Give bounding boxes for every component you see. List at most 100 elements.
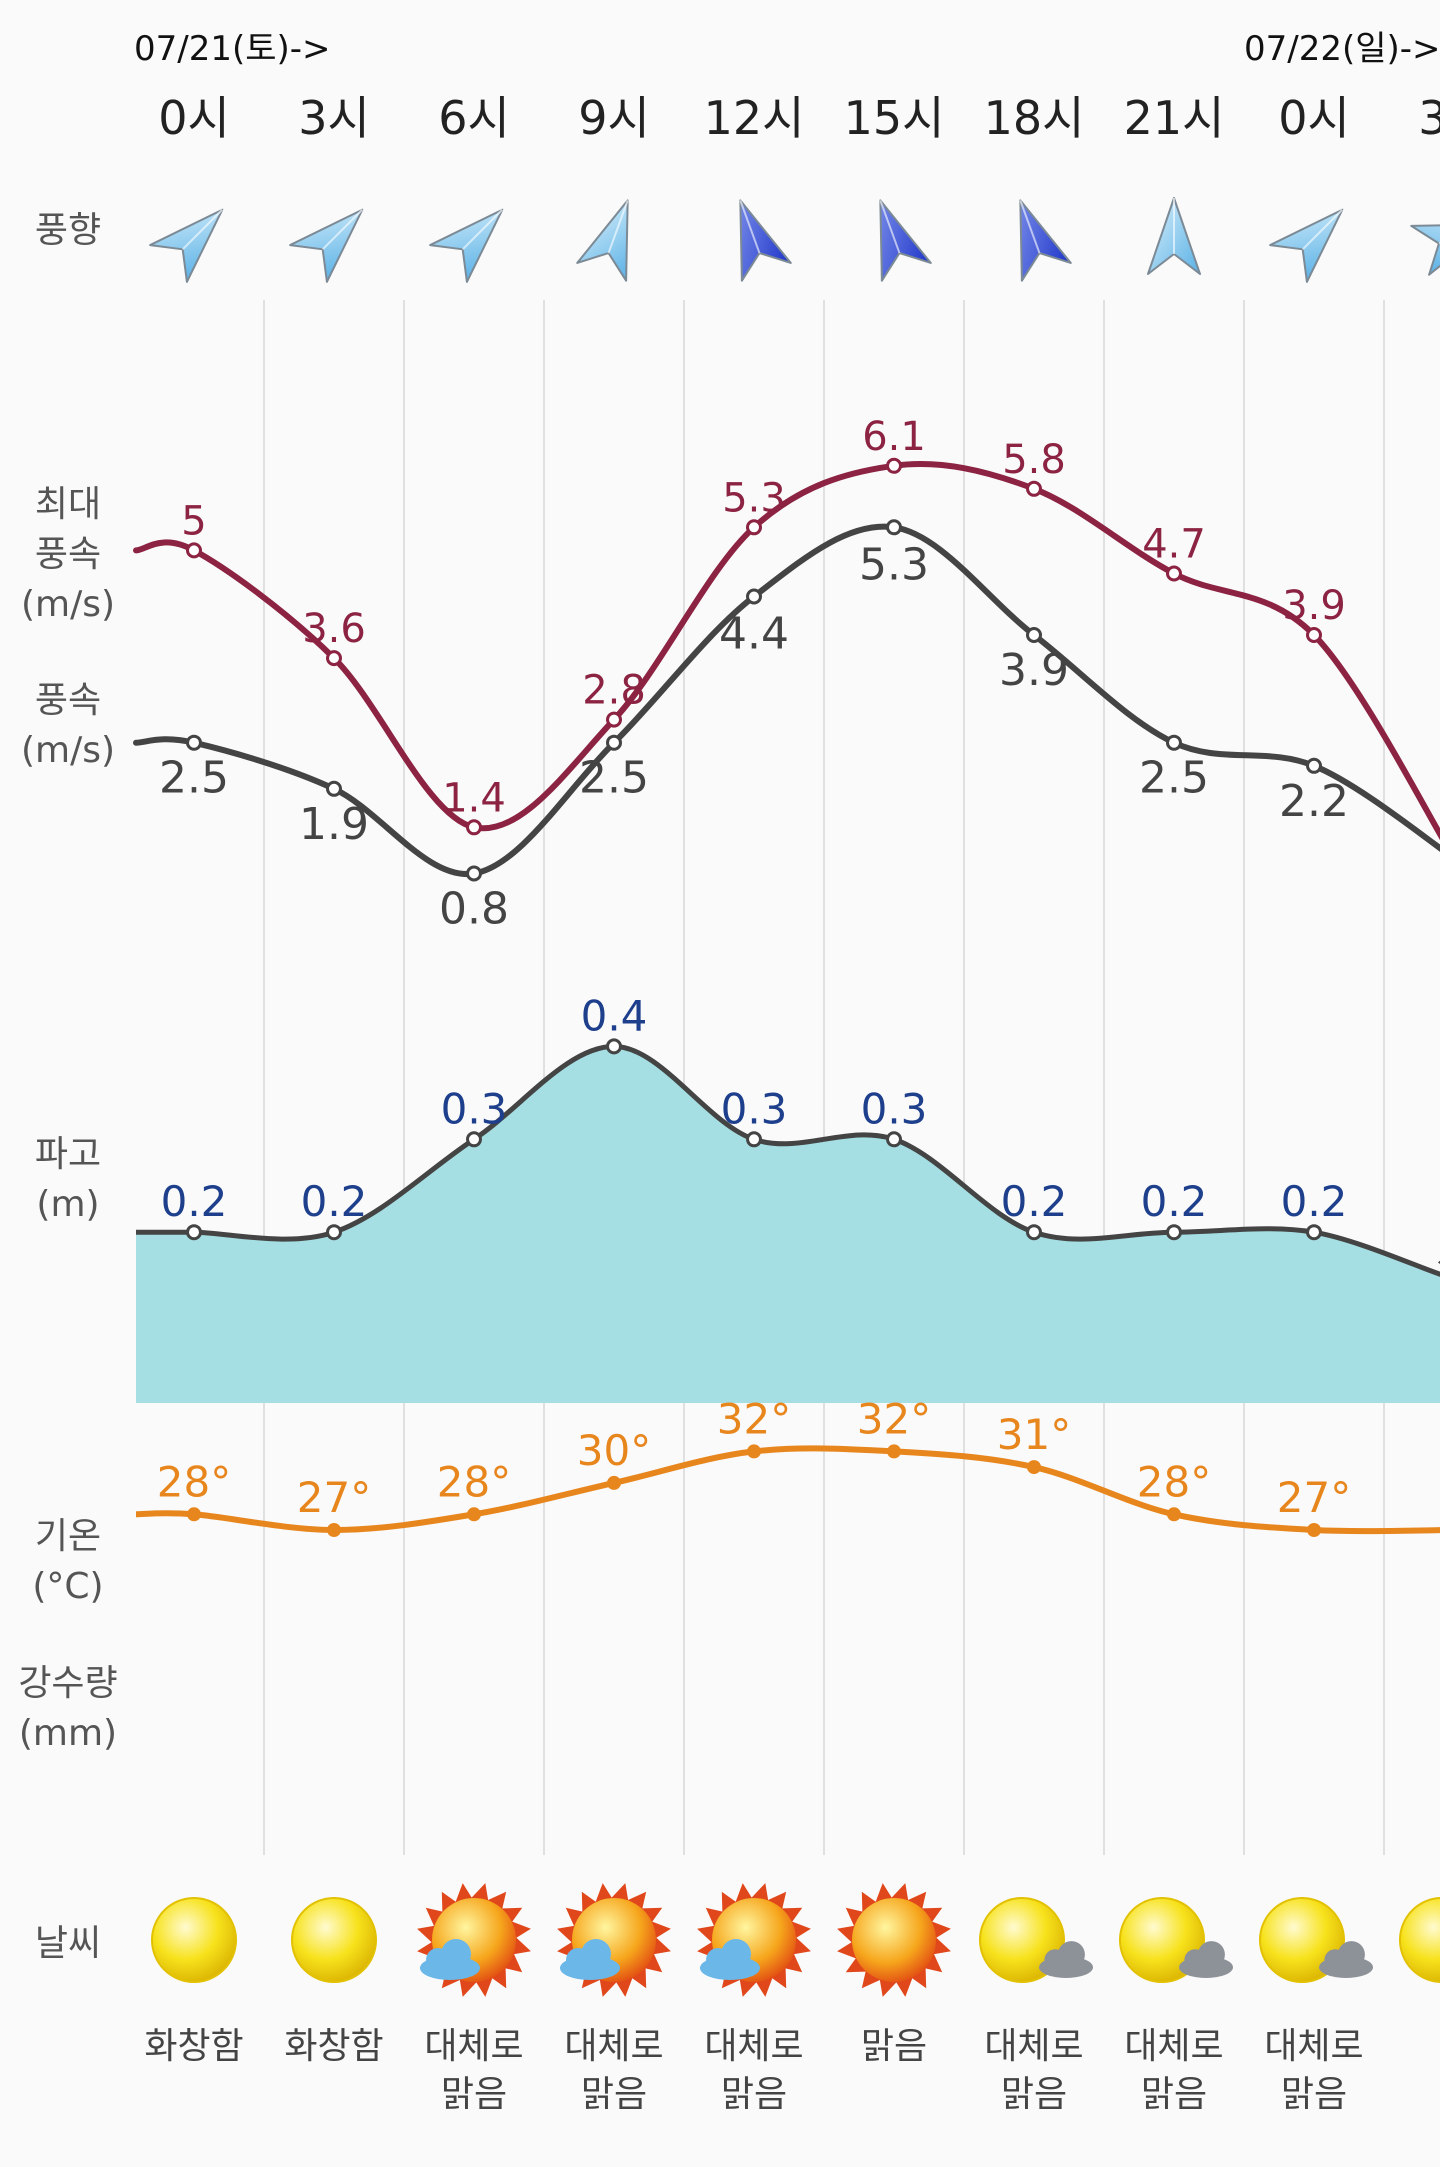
wave-value-label: 0.4 [581, 991, 648, 1040]
gust-points: 5 3.6 1.4 2.8 5.3 6.1 5.8 4.7 3.9 [181, 414, 1346, 836]
row-label-gust: 풍속 [35, 534, 101, 575]
wind-value-label: 5.3 [859, 539, 929, 590]
gust-point [886, 457, 902, 474]
wind-value-label: 1.9 [299, 799, 369, 850]
wind-arrow-icon [429, 208, 504, 283]
wind-value-label: 2.5 [1139, 753, 1209, 804]
moon-cloud-icon [1119, 1897, 1233, 1983]
row-label-wind-direction: 풍향 [35, 210, 101, 251]
weather-text: 화창함 [144, 2026, 243, 2067]
weather-text: 맑음 [1281, 2074, 1347, 2115]
temp-value-label: 28° [1137, 1457, 1211, 1506]
gust-value-label: 3.6 [302, 606, 366, 652]
hour-label: 9시 [578, 91, 650, 145]
moon-cloud-icon [1259, 1897, 1373, 1983]
hour-label: 21시 [1124, 91, 1225, 145]
row-label-gust: 최대 [35, 484, 101, 525]
wave-point [606, 1038, 622, 1055]
temp-points: 28° 27° 28° 30° 32° 32° 31° 28° 27° [157, 1394, 1351, 1537]
temp-point [1027, 1460, 1041, 1475]
temp-point [327, 1523, 341, 1537]
hour-label: 3시 [1418, 91, 1440, 145]
wind-value-label: 0.8 [439, 884, 509, 935]
wave-value-label: 0.2 [161, 1177, 228, 1226]
weather-text: 대체로 [704, 2026, 803, 2067]
date-header: 07/22(일)-> [1244, 29, 1440, 69]
row-label-wave: 파고 [35, 1134, 101, 1175]
hour-label: 0시 [158, 91, 230, 145]
wind-point [186, 734, 202, 751]
wave-value-label: 0.3 [861, 1084, 928, 1133]
moon-cloud-icon [979, 1897, 1093, 1983]
hour-label: 3시 [298, 91, 370, 145]
wave-value-label: 0.3 [441, 1084, 508, 1133]
gust-point [1166, 565, 1182, 582]
gust-point [606, 711, 622, 728]
sun-cloud-icon [417, 1883, 531, 1997]
wind-direction-row [149, 197, 1440, 283]
wind-point [1166, 734, 1182, 751]
wind-point [606, 734, 622, 751]
temp-point [1307, 1523, 1321, 1537]
row-label-temp: 기온 [35, 1516, 101, 1557]
wave-value-label: 0.2 [1001, 1177, 1068, 1226]
wind-value-label: 4.4 [719, 609, 789, 660]
wave-point [746, 1131, 762, 1148]
temp-value-label: 32° [717, 1394, 791, 1443]
wind-point [1306, 757, 1322, 774]
sun-icon [151, 1897, 237, 1983]
weather-text: 맑음 [721, 2074, 787, 2115]
hour-label: 18시 [984, 91, 1085, 145]
weather-text: 대체로 [1264, 2026, 1363, 2067]
sun-cloud-icon [697, 1883, 811, 1997]
wave-value-label: 0.2 [1141, 1177, 1208, 1226]
weather-text: 대체로 [424, 2026, 523, 2067]
wind-point [1026, 627, 1042, 643]
row-label-rain: 강수량 [18, 1663, 117, 1704]
wind-arrow-icon [1147, 197, 1201, 275]
gust-point [1306, 627, 1322, 643]
grid-lines [263, 300, 1385, 1855]
wave-value-label: 0.3 [721, 1084, 788, 1133]
temp-point [1167, 1507, 1181, 1522]
hour-label: 12시 [704, 91, 805, 145]
date-header: 07/21(토)-> [134, 29, 331, 69]
wind-arrow-icon [289, 208, 364, 283]
gust-value-label: 5 [181, 498, 206, 544]
gust-value-label: 4.7 [1142, 522, 1206, 568]
row-label-rain: (mm) [19, 1713, 117, 1754]
weather-text: 맑음 [441, 2074, 507, 2115]
row-label-temp: (°C) [32, 1566, 103, 1607]
wind-point [466, 865, 482, 882]
weather-text: 대체로 [564, 2026, 663, 2067]
gust-value-label: 6.1 [862, 414, 926, 460]
wind-arrow-icon [1410, 223, 1440, 276]
weather-text: 맑음 [1001, 2074, 1067, 2115]
weather-text: 맑음 [861, 2026, 927, 2067]
temp-value-label: 28° [157, 1457, 231, 1506]
wind-arrow-icon [1269, 208, 1344, 283]
row-label-gust: (m/s) [21, 584, 115, 625]
temp-point [467, 1507, 481, 1522]
wind-arrow-icon [879, 199, 932, 282]
wind-value-label: 3.9 [999, 645, 1069, 696]
wind-points: 2.5 1.9 0.8 2.5 4.4 5.3 3.9 2.5 2.2 [159, 519, 1349, 935]
wind-value-label: 2.5 [159, 753, 229, 804]
weather-text: 대체로 [984, 2026, 1083, 2067]
wave-points: 0.2 0.2 0.3 0.4 0.3 0.3 0.2 0.2 0.2 [161, 991, 1347, 1241]
weather-text: 맑음 [1141, 2074, 1207, 2115]
weather-text: 대 [1437, 2026, 1440, 2067]
wave-point [326, 1224, 342, 1241]
wind-value-label: 2.5 [579, 753, 649, 804]
wave-point [886, 1131, 902, 1148]
wave-value-label: 0.2 [301, 1177, 368, 1226]
wave-point [186, 1224, 202, 1241]
row-label-wave: (m) [36, 1184, 99, 1225]
wind-arrow-icon [576, 199, 629, 282]
header: 07/21(토)-> 07/22(일)-> 0시 3시 6시 9시 12시 15시 18시 21시… [134, 29, 1440, 145]
temp-value-label: 28° [437, 1457, 511, 1506]
gust-value-label: 5.3 [722, 475, 786, 521]
sun-icon [291, 1897, 377, 1983]
